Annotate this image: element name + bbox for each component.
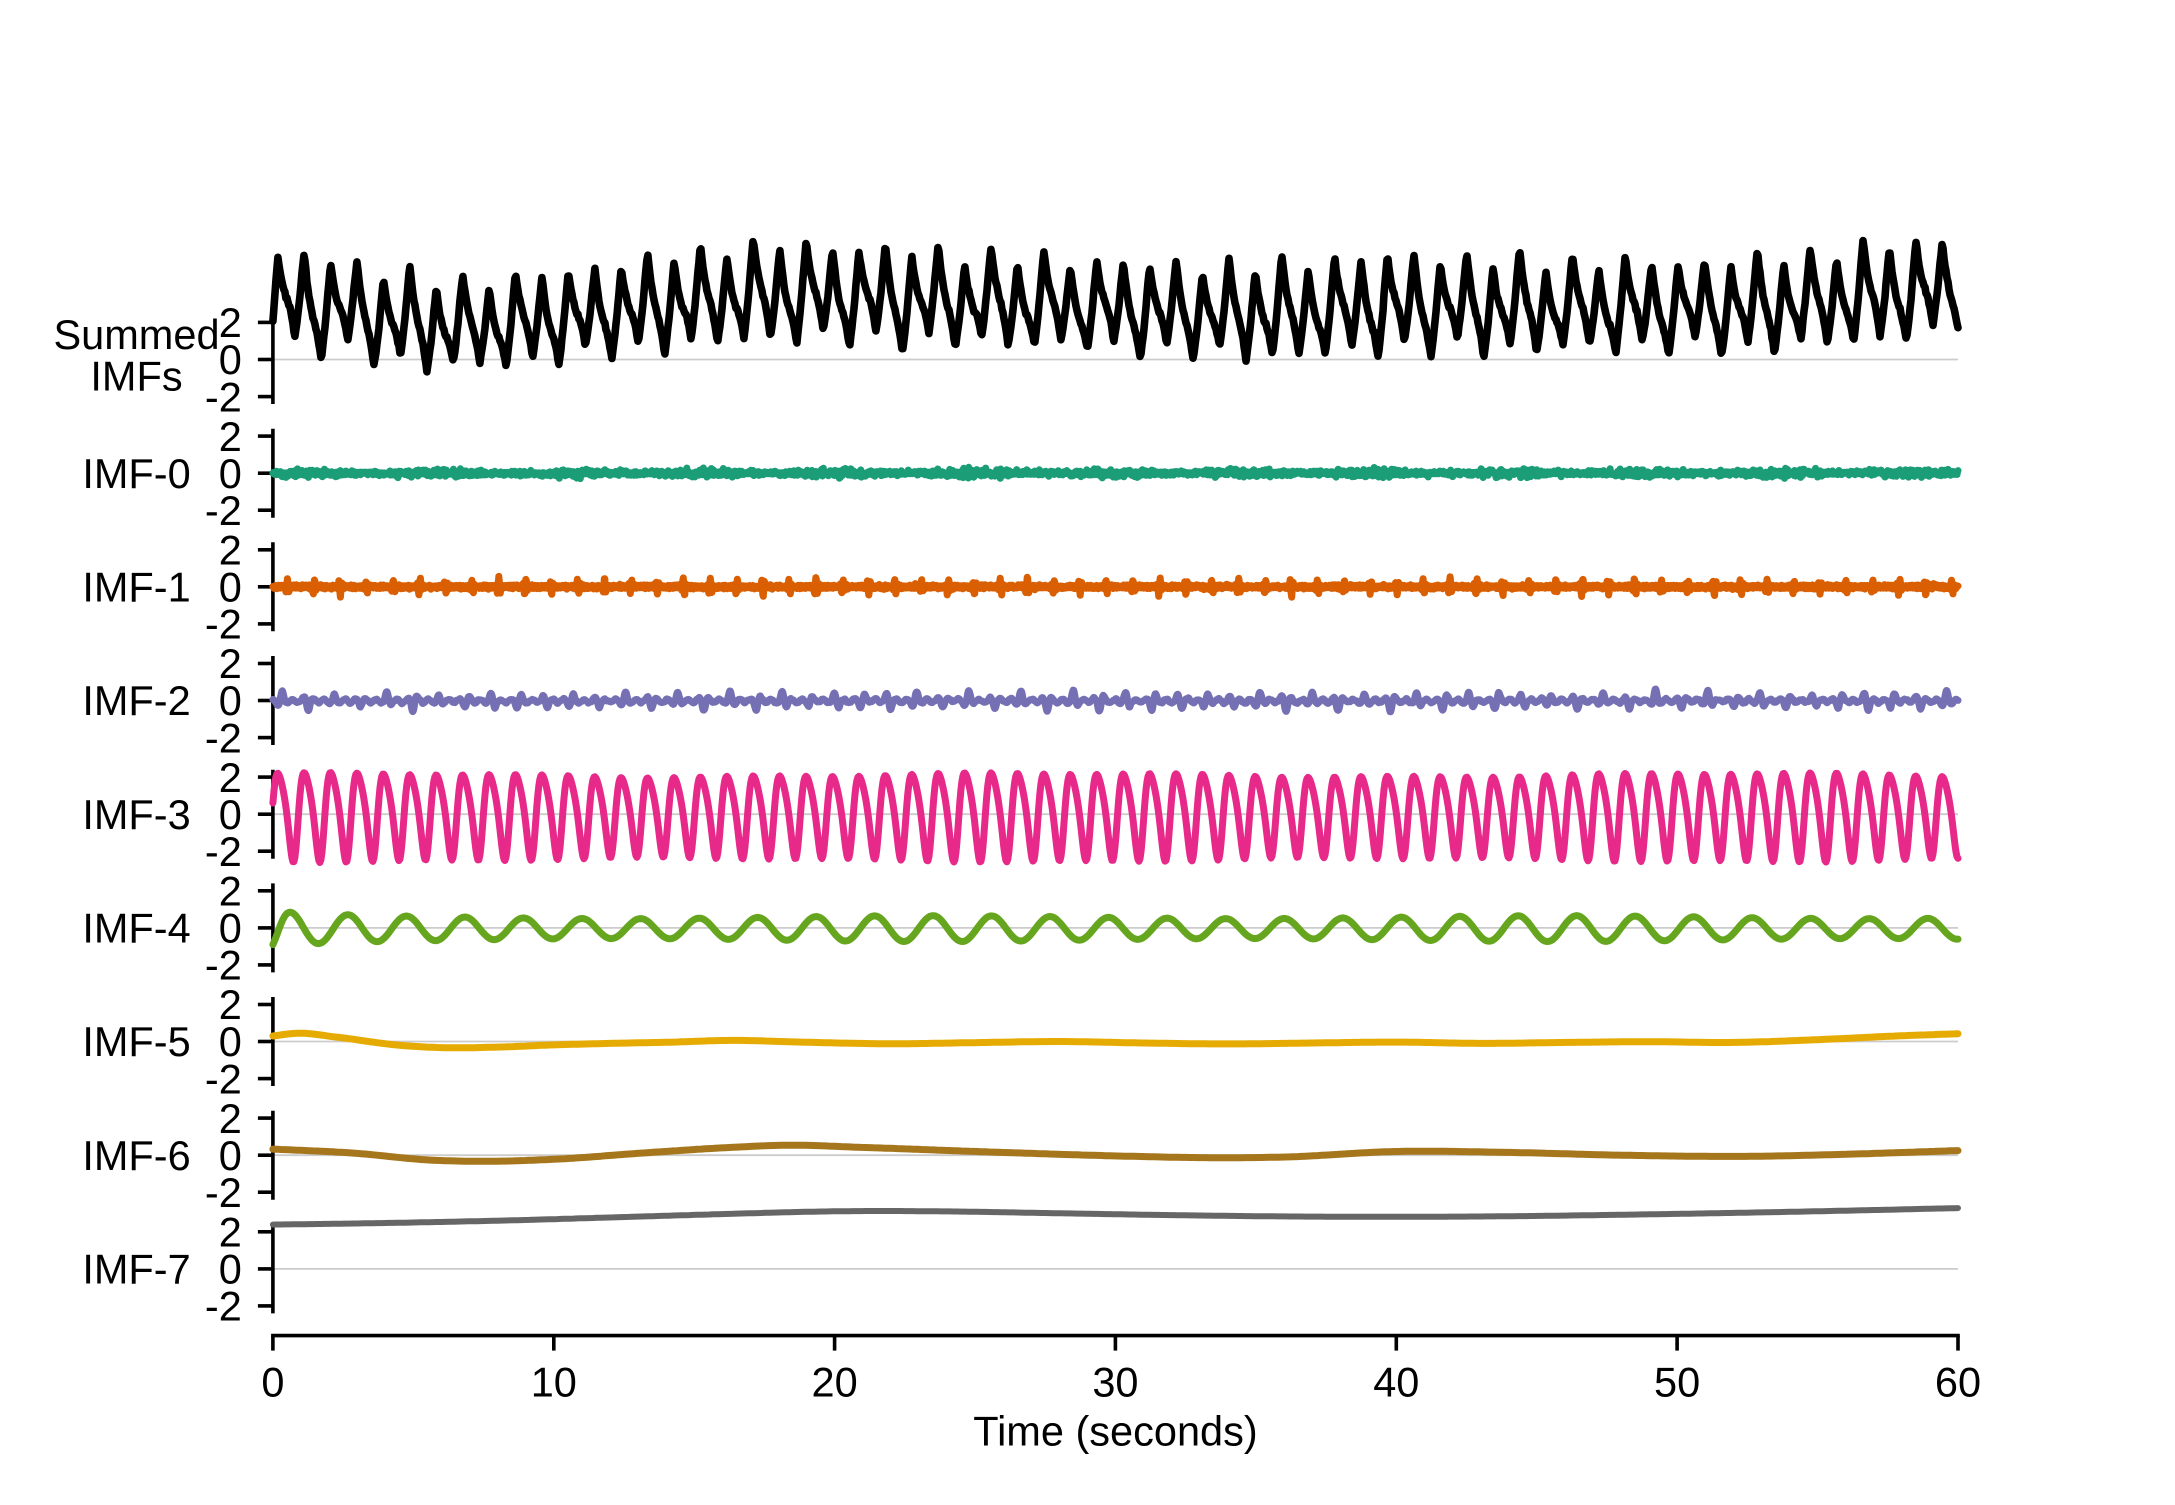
- svg-text:IMFs: IMFs: [90, 353, 182, 400]
- svg-text:0: 0: [219, 1018, 242, 1065]
- svg-text:IMF-4: IMF-4: [82, 905, 190, 952]
- svg-text:0: 0: [219, 1246, 242, 1293]
- svg-text:IMF-6: IMF-6: [82, 1132, 190, 1179]
- svg-text:IMF-2: IMF-2: [82, 677, 190, 724]
- svg-text:IMF-7: IMF-7: [82, 1246, 190, 1293]
- svg-text:-2: -2: [205, 1283, 242, 1330]
- svg-text:-2: -2: [205, 373, 242, 420]
- svg-text:30: 30: [1092, 1359, 1138, 1406]
- svg-text:0: 0: [219, 450, 242, 497]
- svg-text:0: 0: [219, 905, 242, 952]
- svg-text:Summed: Summed: [53, 311, 219, 358]
- svg-text:0: 0: [219, 791, 242, 838]
- svg-text:0: 0: [219, 564, 242, 611]
- svg-text:2: 2: [219, 640, 242, 687]
- svg-text:-2: -2: [205, 1169, 242, 1216]
- svg-text:2: 2: [219, 1209, 242, 1256]
- svg-text:-2: -2: [205, 828, 242, 875]
- svg-text:60: 60: [1935, 1359, 1981, 1406]
- svg-text:-2: -2: [205, 487, 242, 534]
- svg-text:0: 0: [219, 336, 242, 383]
- svg-text:IMF-0: IMF-0: [82, 450, 190, 497]
- svg-text:2: 2: [219, 299, 242, 346]
- svg-text:50: 50: [1654, 1359, 1700, 1406]
- svg-text:2: 2: [219, 868, 242, 915]
- svg-text:0: 0: [219, 677, 242, 724]
- svg-text:40: 40: [1373, 1359, 1419, 1406]
- svg-text:2: 2: [219, 981, 242, 1028]
- svg-text:2: 2: [219, 413, 242, 460]
- svg-text:-2: -2: [205, 1055, 242, 1102]
- svg-text:-2: -2: [205, 714, 242, 761]
- svg-text:Time (seconds): Time (seconds): [973, 1408, 1257, 1455]
- svg-text:-2: -2: [205, 942, 242, 989]
- svg-text:20: 20: [812, 1359, 858, 1406]
- svg-text:IMF-5: IMF-5: [82, 1018, 190, 1065]
- svg-text:10: 10: [531, 1359, 577, 1406]
- svg-text:-2: -2: [205, 601, 242, 648]
- svg-text:0: 0: [261, 1359, 284, 1406]
- svg-text:IMF-1: IMF-1: [82, 564, 190, 611]
- svg-text:IMF-3: IMF-3: [82, 791, 190, 838]
- svg-text:0: 0: [219, 1132, 242, 1179]
- svg-text:2: 2: [219, 1095, 242, 1142]
- svg-text:2: 2: [219, 754, 242, 801]
- svg-text:2: 2: [219, 527, 242, 574]
